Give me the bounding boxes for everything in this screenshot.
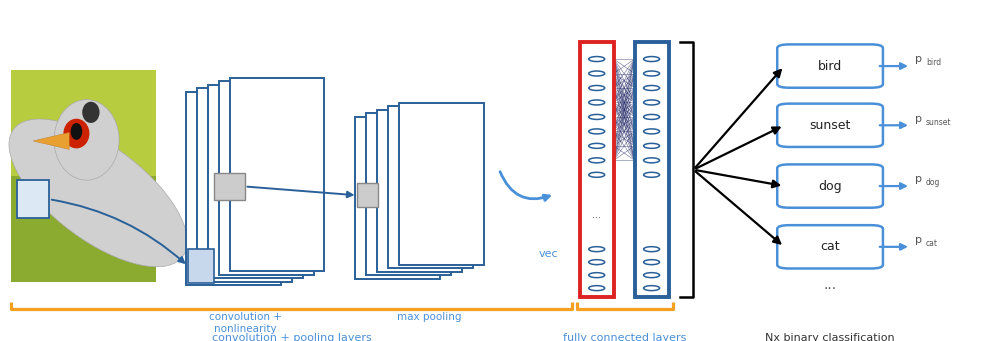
- Circle shape: [644, 273, 660, 278]
- FancyBboxPatch shape: [230, 78, 324, 271]
- Circle shape: [589, 158, 605, 163]
- Ellipse shape: [54, 100, 119, 180]
- FancyBboxPatch shape: [186, 92, 281, 285]
- Circle shape: [644, 143, 660, 148]
- Circle shape: [589, 286, 605, 291]
- Circle shape: [644, 286, 660, 291]
- Text: Nx binary classification: Nx binary classification: [765, 333, 895, 341]
- Text: sunset: sunset: [926, 118, 951, 127]
- Circle shape: [589, 86, 605, 90]
- FancyBboxPatch shape: [399, 103, 484, 265]
- Circle shape: [589, 172, 605, 177]
- Circle shape: [644, 115, 660, 119]
- Circle shape: [589, 247, 605, 252]
- Circle shape: [589, 273, 605, 278]
- Circle shape: [589, 57, 605, 61]
- FancyBboxPatch shape: [11, 70, 156, 282]
- FancyBboxPatch shape: [377, 110, 462, 272]
- Circle shape: [644, 158, 660, 163]
- FancyBboxPatch shape: [357, 183, 378, 207]
- FancyBboxPatch shape: [777, 44, 883, 88]
- FancyBboxPatch shape: [11, 70, 156, 176]
- Ellipse shape: [9, 119, 187, 267]
- Circle shape: [644, 57, 660, 61]
- Text: p: p: [915, 174, 922, 184]
- Ellipse shape: [63, 119, 89, 148]
- Circle shape: [589, 260, 605, 265]
- Circle shape: [589, 71, 605, 76]
- FancyBboxPatch shape: [214, 173, 245, 200]
- Text: cat: cat: [926, 239, 938, 248]
- Text: ...: ...: [592, 210, 601, 220]
- Circle shape: [589, 100, 605, 105]
- FancyBboxPatch shape: [17, 180, 49, 218]
- Circle shape: [644, 172, 660, 177]
- Circle shape: [644, 247, 660, 252]
- FancyBboxPatch shape: [777, 164, 883, 208]
- Circle shape: [644, 100, 660, 105]
- Text: dog: dog: [818, 180, 842, 193]
- Circle shape: [644, 260, 660, 265]
- Text: max pooling: max pooling: [397, 312, 462, 323]
- Text: p: p: [915, 54, 922, 64]
- Circle shape: [644, 86, 660, 90]
- Circle shape: [589, 115, 605, 119]
- FancyBboxPatch shape: [355, 117, 440, 279]
- Text: cat: cat: [820, 240, 840, 253]
- Polygon shape: [33, 133, 69, 149]
- Text: bird: bird: [926, 58, 941, 68]
- Text: fully connected layers: fully connected layers: [563, 333, 686, 341]
- FancyBboxPatch shape: [580, 42, 614, 297]
- Text: convolution +
nonlinearity: convolution + nonlinearity: [209, 312, 282, 334]
- Text: vec: vec: [538, 249, 558, 259]
- FancyBboxPatch shape: [197, 88, 292, 282]
- Text: dog: dog: [926, 178, 940, 188]
- Ellipse shape: [82, 102, 100, 123]
- Circle shape: [589, 143, 605, 148]
- Text: convolution + pooling layers: convolution + pooling layers: [212, 333, 371, 341]
- Circle shape: [644, 129, 660, 134]
- FancyBboxPatch shape: [219, 81, 314, 275]
- Text: ...: ...: [824, 278, 837, 292]
- Text: p: p: [915, 114, 922, 123]
- FancyBboxPatch shape: [777, 225, 883, 268]
- FancyBboxPatch shape: [635, 42, 669, 297]
- FancyBboxPatch shape: [366, 113, 451, 275]
- Circle shape: [644, 71, 660, 76]
- Text: sunset: sunset: [809, 119, 851, 132]
- FancyBboxPatch shape: [388, 106, 473, 268]
- FancyBboxPatch shape: [188, 249, 214, 283]
- Text: p: p: [915, 235, 922, 245]
- Circle shape: [589, 129, 605, 134]
- FancyBboxPatch shape: [208, 85, 303, 278]
- Ellipse shape: [71, 123, 82, 140]
- Text: bird: bird: [818, 60, 842, 73]
- FancyBboxPatch shape: [777, 104, 883, 147]
